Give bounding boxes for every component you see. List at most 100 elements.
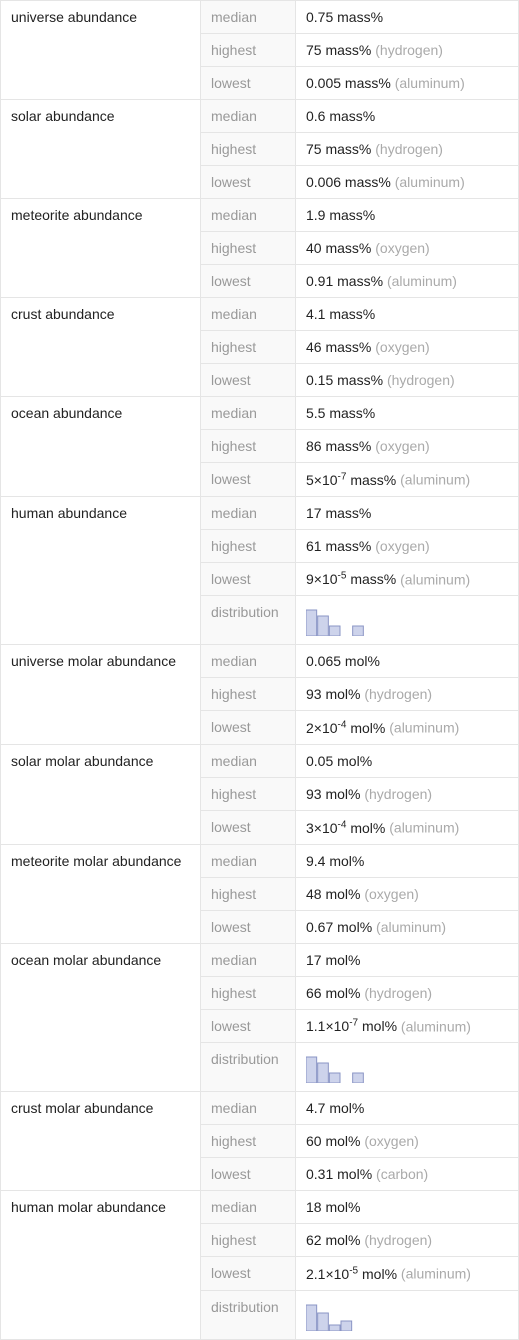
stat-value: 17 mol%: [296, 943, 519, 976]
stat-label: lowest: [201, 810, 296, 844]
value-text: 4.7 mol%: [306, 1100, 364, 1116]
stat-value: 9.4 mol%: [296, 844, 519, 877]
table-row: ocean abundancemedian5.5 mass%: [1, 397, 519, 430]
stat-value: 46 mass% (oxygen): [296, 331, 519, 364]
stat-value: [296, 1290, 519, 1339]
group-label: ocean molar abundance: [1, 943, 201, 1092]
stat-value: 48 mol% (oxygen): [296, 877, 519, 910]
value-text: 0.15 mass%: [306, 372, 383, 388]
stat-label: highest: [201, 678, 296, 711]
value-text: 46 mass%: [306, 339, 371, 355]
value-text: 0.75 mass%: [306, 9, 383, 25]
qualifier-text: (aluminum): [395, 174, 465, 190]
value-text: 66 mol%: [306, 985, 360, 1001]
stat-label: highest: [201, 1125, 296, 1158]
stat-label: highest: [201, 877, 296, 910]
qualifier-text: (aluminum): [401, 1266, 471, 1282]
group-label: meteorite molar abundance: [1, 844, 201, 943]
qualifier-text: (aluminum): [400, 571, 470, 587]
stat-label: highest: [201, 34, 296, 67]
value-text: 93 mol%: [306, 686, 360, 702]
stat-label: lowest: [201, 562, 296, 596]
stat-value: 17 mass%: [296, 496, 519, 529]
stat-value: 5.5 mass%: [296, 397, 519, 430]
stat-value: 62 mol% (hydrogen): [296, 1224, 519, 1257]
stat-label: lowest: [201, 711, 296, 745]
group-label: solar abundance: [1, 100, 201, 199]
stat-label: highest: [201, 976, 296, 1009]
value-text: 17 mol%: [306, 952, 360, 968]
stat-value: 93 mol% (hydrogen): [296, 777, 519, 810]
stat-label: median: [201, 943, 296, 976]
stat-label: median: [201, 397, 296, 430]
value-text: 75 mass%: [306, 141, 371, 157]
stat-label: highest: [201, 133, 296, 166]
stat-value: 2.1×10-5 mol% (aluminum): [296, 1257, 519, 1291]
stat-value: 2×10-4 mol% (aluminum): [296, 711, 519, 745]
stat-value: 9×10-5 mass% (aluminum): [296, 562, 519, 596]
value-text: 17 mass%: [306, 505, 371, 521]
value-text: 0.67 mol%: [306, 919, 372, 935]
stat-value: 61 mass% (oxygen): [296, 529, 519, 562]
stat-label: lowest: [201, 463, 296, 497]
stat-value: 1.9 mass%: [296, 199, 519, 232]
stat-label: median: [201, 1092, 296, 1125]
stat-value: 0.31 mol% (carbon): [296, 1158, 519, 1191]
value-text: 0.005 mass%: [306, 75, 391, 91]
value-text: 62 mol%: [306, 1232, 360, 1248]
abundance-table: universe abundancemedian0.75 mass%highes…: [0, 0, 519, 1340]
stat-value: 4.1 mass%: [296, 298, 519, 331]
stat-value: 66 mol% (hydrogen): [296, 976, 519, 1009]
value-text: 9×10-5 mass%: [306, 571, 396, 587]
stat-label: highest: [201, 232, 296, 265]
value-text: 0.31 mol%: [306, 1166, 372, 1182]
stat-value: 40 mass% (oxygen): [296, 232, 519, 265]
table-row: solar abundancemedian0.6 mass%: [1, 100, 519, 133]
distribution-chart: [306, 1299, 376, 1331]
stat-value: 0.065 mol%: [296, 645, 519, 678]
group-label: universe molar abundance: [1, 645, 201, 745]
value-text: 93 mol%: [306, 786, 360, 802]
value-text: 0.006 mass%: [306, 174, 391, 190]
qualifier-text: (aluminum): [389, 720, 459, 736]
qualifier-text: (carbon): [376, 1166, 428, 1182]
table-row: universe molar abundancemedian0.065 mol%: [1, 645, 519, 678]
table-row: human molar abundancemedian18 mol%: [1, 1191, 519, 1224]
stat-value: [296, 1043, 519, 1092]
table-row: solar molar abundancemedian0.05 mol%: [1, 744, 519, 777]
stat-label: lowest: [201, 910, 296, 943]
stat-label: lowest: [201, 1158, 296, 1191]
stat-label: distribution: [201, 1043, 296, 1092]
stat-value: 75 mass% (hydrogen): [296, 34, 519, 67]
stat-value: 1.1×10-7 mol% (aluminum): [296, 1009, 519, 1043]
stat-value: 86 mass% (oxygen): [296, 430, 519, 463]
stat-label: lowest: [201, 166, 296, 199]
stat-label: median: [201, 496, 296, 529]
value-text: 0.91 mass%: [306, 273, 383, 289]
value-text: 9.4 mol%: [306, 853, 364, 869]
distribution-chart: [306, 604, 376, 636]
stat-label: lowest: [201, 364, 296, 397]
stat-label: distribution: [201, 1290, 296, 1339]
qualifier-text: (hydrogen): [375, 141, 443, 157]
value-text: 0.05 mol%: [306, 753, 372, 769]
value-text: 5.5 mass%: [306, 405, 375, 421]
stat-value: 18 mol%: [296, 1191, 519, 1224]
value-text: 0.065 mol%: [306, 653, 380, 669]
stat-value: 5×10-7 mass% (aluminum): [296, 463, 519, 497]
value-text: 2×10-4 mol%: [306, 720, 385, 736]
value-text: 5×10-7 mass%: [306, 472, 396, 488]
qualifier-text: (oxygen): [375, 438, 429, 454]
stat-label: median: [201, 1191, 296, 1224]
value-text: 60 mol%: [306, 1133, 360, 1149]
qualifier-text: (aluminum): [400, 472, 470, 488]
table-row: crust abundancemedian4.1 mass%: [1, 298, 519, 331]
value-text: 61 mass%: [306, 538, 371, 554]
value-text: 75 mass%: [306, 42, 371, 58]
qualifier-text: (hydrogen): [387, 372, 455, 388]
qualifier-text: (oxygen): [375, 240, 429, 256]
stat-label: median: [201, 199, 296, 232]
value-text: 4.1 mass%: [306, 306, 375, 322]
qualifier-text: (oxygen): [375, 339, 429, 355]
qualifier-text: (hydrogen): [364, 686, 432, 702]
